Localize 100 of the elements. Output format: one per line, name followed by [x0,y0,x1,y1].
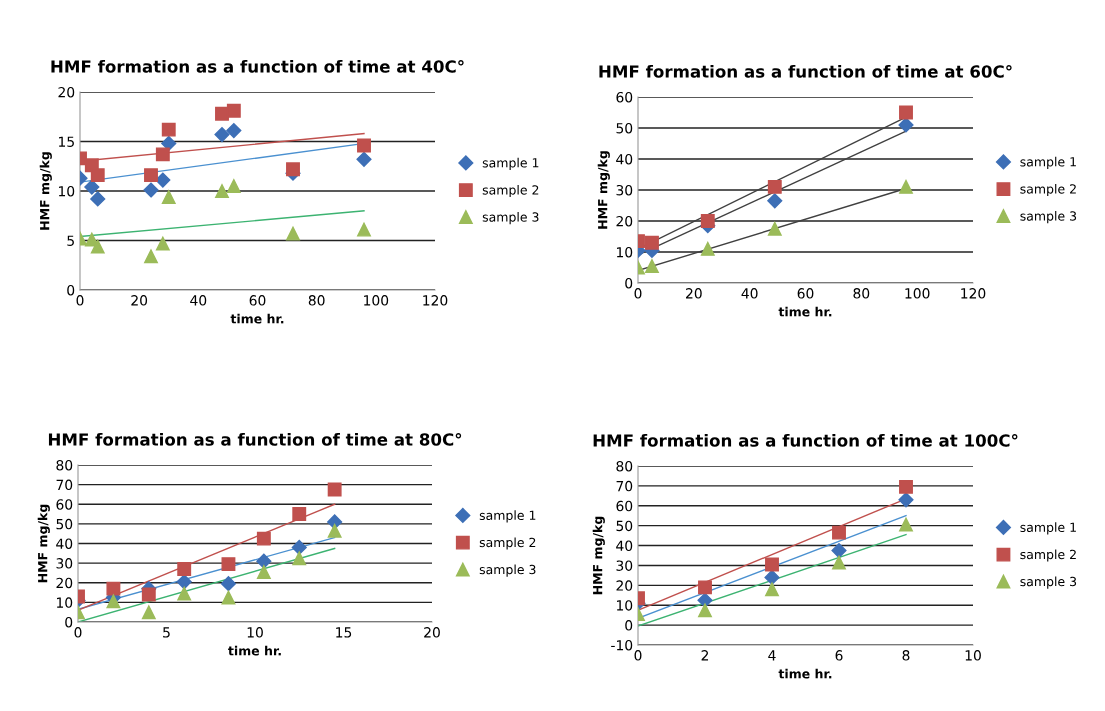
y-tick-label: 10 [616,600,633,611]
y-tick-label: 40 [616,153,633,165]
legend-label: sample 3 [479,564,536,577]
point [898,117,914,133]
x-tick-label: 0 [74,627,82,638]
point [215,106,229,121]
y-tick-label: 10 [616,246,633,258]
x-tick-label: 8 [902,650,910,661]
x-tick-label: 6 [835,650,843,661]
x-tick-label: 100 [364,295,389,306]
point [357,222,371,237]
point [898,492,914,508]
point [899,179,913,194]
y-tick-label: 50 [616,122,633,134]
point [291,539,307,555]
point [226,123,242,139]
y-tick-label: 70 [56,479,73,491]
point [90,239,105,254]
point [899,105,913,120]
y-tick-label: 15 [58,136,74,147]
point [256,553,272,569]
point [214,127,230,143]
x-tick-label: 15 [336,627,352,638]
y-tick-label: 20 [616,580,633,591]
point [645,259,659,273]
point [899,517,913,532]
point [84,179,100,195]
point [144,168,158,183]
legend-label: sample 3 [1020,576,1077,589]
y-tick-label: 60 [616,500,633,512]
point [226,103,241,118]
point [764,569,780,585]
legend-label: sample 1 [479,510,536,523]
point [832,525,846,540]
x-tick-label: 40 [190,295,207,306]
point [765,557,779,572]
legend-label: sample 3 [1020,211,1077,224]
point [645,235,659,250]
x-tick-label: 10 [247,627,263,638]
chart-title: HMF formation as a function of time at 60C° [599,64,1012,78]
x-tick-label: 20 [424,627,440,638]
y-tick-label: 0 [65,616,73,628]
y-axis-title: HMF mg/kg [592,516,605,595]
y-tick-label: 80 [56,459,73,471]
y-tick-label: 40 [616,540,633,552]
y-tick-label: 20 [56,577,73,589]
point [832,555,846,570]
point [767,193,783,209]
chart-title: HMF formation as a function of time at 100C° [593,433,1018,447]
y-tick-label: 5 [67,235,74,246]
y-axis-title: HMF mg/kg [39,152,52,230]
y-tick-label: 10 [56,597,73,608]
point [221,590,236,605]
point [215,184,229,198]
point [176,574,192,590]
y-tick-label: 50 [616,520,633,532]
x-tick-label: 60 [249,295,266,306]
y-tick-label: 0 [625,620,633,631]
x-tick-label: 60 [797,288,814,299]
point [765,582,779,597]
point [90,168,105,183]
y-tick-label: -10 [611,639,633,651]
point [226,179,241,193]
chart-title: HMF formation as a function of time at 80C° [48,432,462,446]
x-tick-label: 80 [308,295,325,306]
x-axis-title: time hr. [228,645,281,656]
y-tick-label: 20 [58,86,75,98]
point [161,122,176,137]
point [256,531,271,546]
point [327,523,342,538]
point [141,605,156,620]
x-tick-label: 40 [741,288,758,299]
point [155,172,171,188]
point [221,557,236,572]
x-tick-label: 100 [905,288,930,299]
point [90,191,106,207]
x-tick-label: 0 [76,295,84,306]
point [292,507,307,522]
x-tick-label: 0 [634,288,642,299]
point [356,151,372,167]
y-tick-label: 20 [616,215,633,227]
x-tick-label: 20 [131,295,148,306]
point [698,603,712,618]
point [177,586,192,601]
point [286,226,300,241]
point [700,241,715,256]
y-tick-label: 60 [56,499,73,510]
x-tick-label: 5 [163,627,170,638]
y-tick-label: 10 [58,185,75,197]
point [767,179,782,194]
point [767,221,782,236]
y-tick-label: 80 [616,460,633,472]
legend-label: sample 2 [1020,183,1076,197]
x-tick-label: 80 [853,288,870,299]
point [700,214,715,228]
legend-label: sample 3 [482,212,539,225]
point [256,565,271,579]
legend-label: sample 2 [482,184,539,198]
y-tick-label: 0 [625,277,633,289]
x-axis-title: time hr. [778,306,832,317]
